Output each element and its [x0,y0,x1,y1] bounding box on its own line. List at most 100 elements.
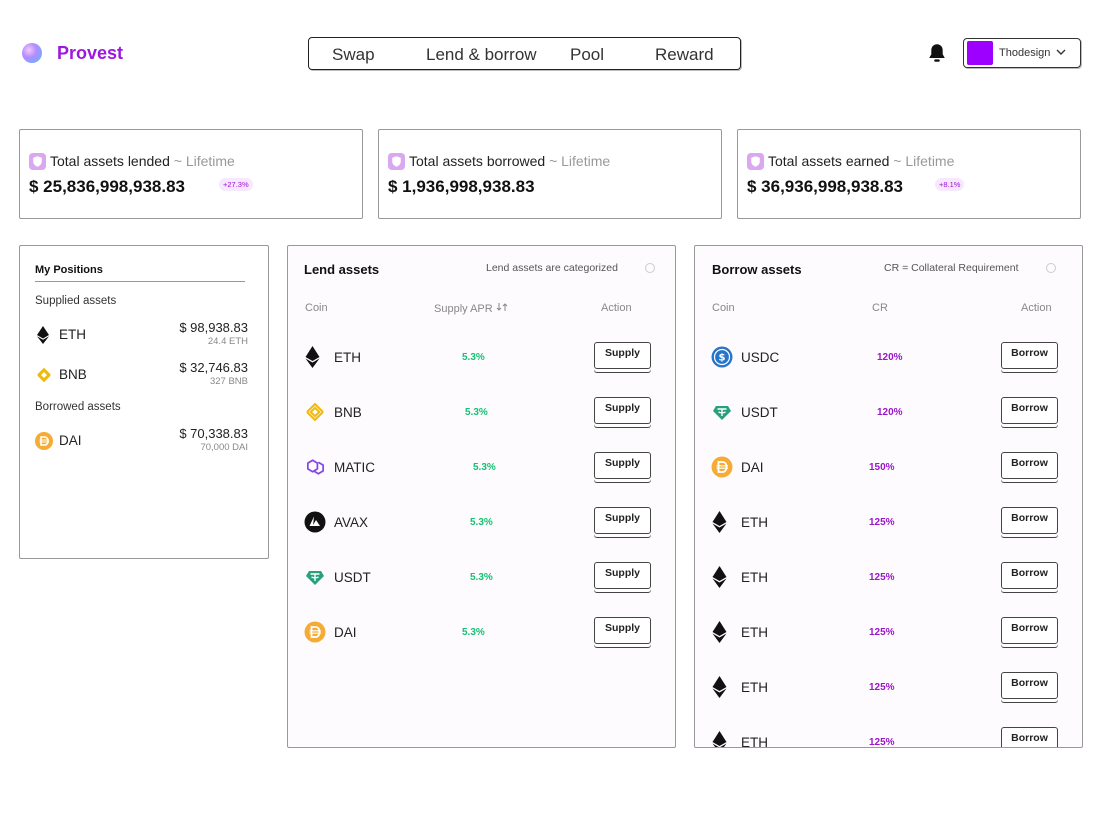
my-positions-panel: My Positions Supplied assets ETH $ 98,93… [19,245,269,559]
borrow-table-scroll[interactable]: Borrow assets CR = Collateral Requiremen… [695,246,1082,747]
collateral-requirement: 125% [869,682,895,693]
usdc-icon: $ [711,346,733,368]
col-supply-apr[interactable]: Supply APR [434,302,508,315]
stat-label: Total assets lended ~ Lifetime [50,153,235,169]
supply-button[interactable]: Supply [594,507,651,534]
borrow-button[interactable]: Borrow [1001,507,1058,534]
position-quantity: 70,000 DAI [200,442,248,453]
coin-name: ETH [741,680,768,695]
stat-label: Total assets earned ~ Lifetime [768,153,955,169]
table-row: ETH 125% Borrow [711,613,1061,653]
dai-icon [35,432,53,450]
col-action: Action [1021,302,1052,314]
eth-icon [712,511,727,533]
avatar [967,41,993,65]
stat-change-badge: +27.3% [219,178,253,191]
table-row: USDT 120% Borrow [711,393,1061,433]
eth-icon [712,621,727,643]
col-coin: Coin [305,302,328,314]
supply-button[interactable]: Supply [594,397,651,424]
table-row: ETH 125% Borrow [711,558,1061,598]
info-icon[interactable] [645,263,655,273]
eth-icon [37,326,49,344]
supply-button[interactable]: Supply [594,342,651,369]
supply-apr: 5.3% [470,517,493,528]
collateral-requirement: 120% [877,407,903,418]
borrowed-assets-label: Borrowed assets [35,401,121,413]
dai-icon [304,621,326,643]
info-icon[interactable] [1046,263,1056,273]
collateral-requirement: 125% [869,627,895,638]
stat-value: $ 36,936,998,938.83 [747,177,903,196]
borrow-button[interactable]: Borrow [1001,617,1058,644]
usdt-icon [713,406,731,420]
coin-name: ETH [59,327,86,342]
supply-apr: 5.3% [465,407,488,418]
position-amount: $ 32,746.83 [179,360,248,375]
stat-value: $ 25,836,998,938.83 [29,177,185,196]
notification-bell-icon[interactable] [926,42,948,64]
eth-icon [305,346,320,368]
table-row: ETH 125% Borrow [711,503,1061,543]
collateral-requirement: 125% [869,572,895,583]
position-row[interactable]: ETH $ 98,938.83 24.4 ETH [35,320,248,356]
position-amount: $ 98,938.83 [179,320,248,335]
collateral-requirement: 125% [869,737,895,747]
table-row: ETH 125% Borrow [711,723,1061,747]
table-row: ETH 5.3% Supply [304,338,654,378]
brand-name[interactable]: Provest [57,43,124,63]
svg-text:$: $ [719,353,726,364]
table-row: BNB 5.3% Supply [304,393,654,433]
stat-value: $ 1,936,998,938.83 [388,177,535,196]
coin-name: DAI [334,625,357,640]
borrow-button[interactable]: Borrow [1001,397,1058,424]
supply-apr: 5.3% [473,462,496,473]
coin-name: ETH [741,735,768,747]
borrow-button[interactable]: Borrow [1001,727,1058,747]
stat-label: Total assets borrowed ~ Lifetime [409,153,611,169]
matic-icon [306,459,325,475]
borrow-assets-title: Borrow assets [712,262,802,277]
col-coin: Coin [712,302,735,314]
lend-assets-title: Lend assets [304,262,380,277]
user-name: Thodesign [999,47,1051,59]
position-quantity: 24.4 ETH [207,336,248,347]
stat-card-earned: Total assets earned ~ Lifetime $ 36,936,… [737,129,1081,219]
col-cr: CR [872,302,888,314]
bnb-icon [37,367,51,383]
table-row: DAI 5.3% Supply [304,613,654,653]
borrow-assets-note: CR = Collateral Requirement [884,262,1019,274]
borrow-button[interactable]: Borrow [1001,562,1058,589]
shield-icon [388,153,405,170]
borrow-assets-panel: Borrow assets CR = Collateral Requiremen… [694,245,1083,748]
chevron-down-icon [1056,49,1066,55]
positions-title: My Positions [35,264,103,276]
nav-lend-borrow[interactable]: Lend & borrow [426,45,537,64]
eth-icon [712,566,727,588]
stat-card-lended: Total assets lended ~ Lifetime $ 25,836,… [19,129,363,219]
shield-icon [747,153,764,170]
sort-icon[interactable] [496,302,508,312]
eth-icon [712,731,727,747]
lend-assets-panel: Lend assets Lend assets are categorized … [287,245,676,748]
nav-reward[interactable]: Reward [655,45,714,64]
position-row[interactable]: DAI $ 70,338.83 70,000 DAI [35,426,248,462]
supply-button[interactable]: Supply [594,562,651,589]
position-quantity: 327 BNB [209,376,248,387]
borrow-button[interactable]: Borrow [1001,342,1058,369]
supply-button[interactable]: Supply [594,452,651,479]
nav-swap[interactable]: Swap [332,45,375,64]
position-amount: $ 70,338.83 [179,426,248,441]
coin-name: USDT [741,405,778,420]
user-menu-button[interactable]: Thodesign [963,38,1081,68]
nav-pool[interactable]: Pool [570,45,605,64]
borrow-button[interactable]: Borrow [1001,452,1058,479]
position-row[interactable]: BNB $ 32,746.83 327 BNB [35,360,248,396]
brand-logo-icon[interactable] [22,43,42,63]
borrow-button[interactable]: Borrow [1001,672,1058,699]
collateral-requirement: 125% [869,517,895,528]
usdt-icon [306,571,324,585]
supply-button[interactable]: Supply [594,617,651,644]
coin-name: ETH [741,570,768,585]
dai-icon [711,456,733,478]
